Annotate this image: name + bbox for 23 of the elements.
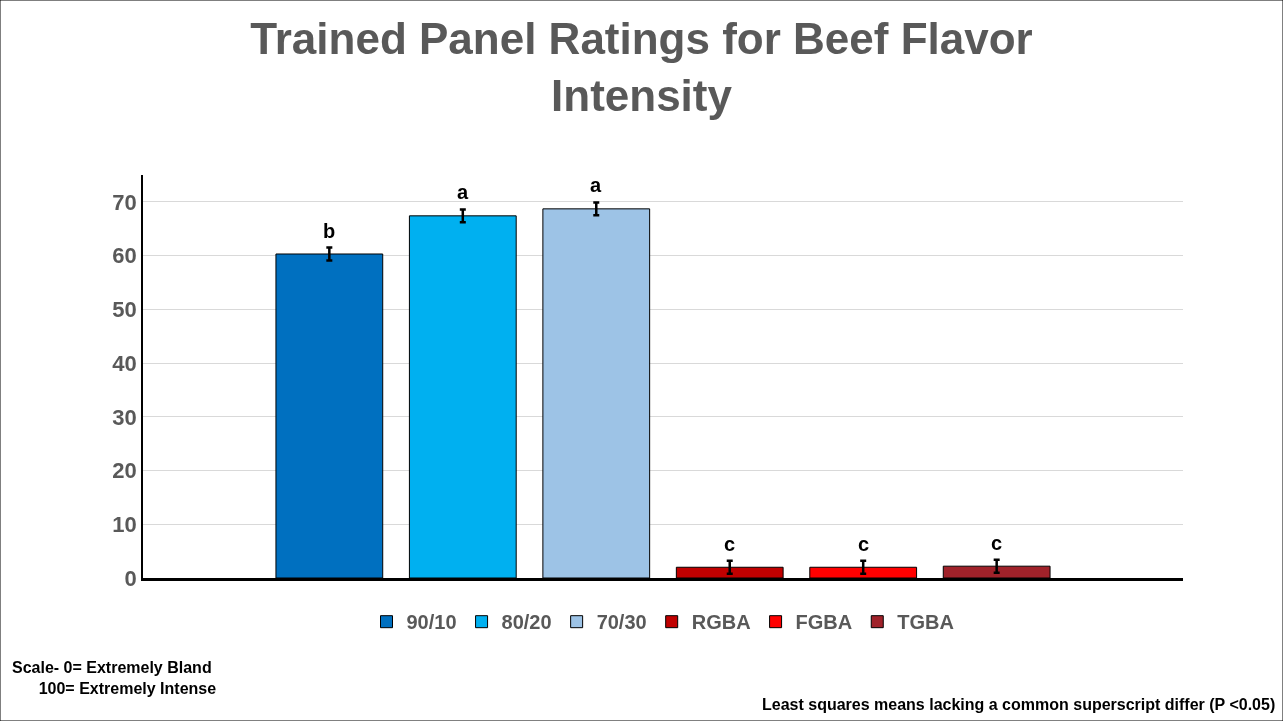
data-label: a <box>457 181 469 203</box>
y-tick-label: 30 <box>112 404 137 430</box>
data-label: c <box>724 533 736 555</box>
legend-label: 70/30 <box>596 611 647 634</box>
text: Least squares means lacking a common superscript differ (P <0.05) <box>762 696 1276 713</box>
y-tick-label: 70 <box>112 189 137 215</box>
y-tick-label: 10 <box>112 511 137 537</box>
y-tick-label: 60 <box>112 243 137 269</box>
legend-label: FGBA <box>795 611 853 634</box>
data-label: c <box>858 533 870 555</box>
legend-label: RGBA <box>691 611 751 634</box>
text: Scale- 0= Extremely Bland 100= Extremely Intense <box>12 659 217 697</box>
y-tick-label: 20 <box>112 458 137 484</box>
legend-label: TGBA <box>897 611 954 634</box>
chart-title: Trained Panel Ratings for Beef Flavor Intensity <box>250 14 1033 121</box>
legend-label: 90/10 <box>406 611 457 634</box>
y-tick-label: 40 <box>112 350 137 376</box>
legend-label: 80/20 <box>501 611 552 634</box>
y-tick-label: 50 <box>112 297 137 323</box>
y-tick-label: 0 <box>124 565 137 591</box>
data-label: c <box>991 532 1003 554</box>
data-label: a <box>590 174 602 196</box>
data-label: b <box>323 220 336 242</box>
